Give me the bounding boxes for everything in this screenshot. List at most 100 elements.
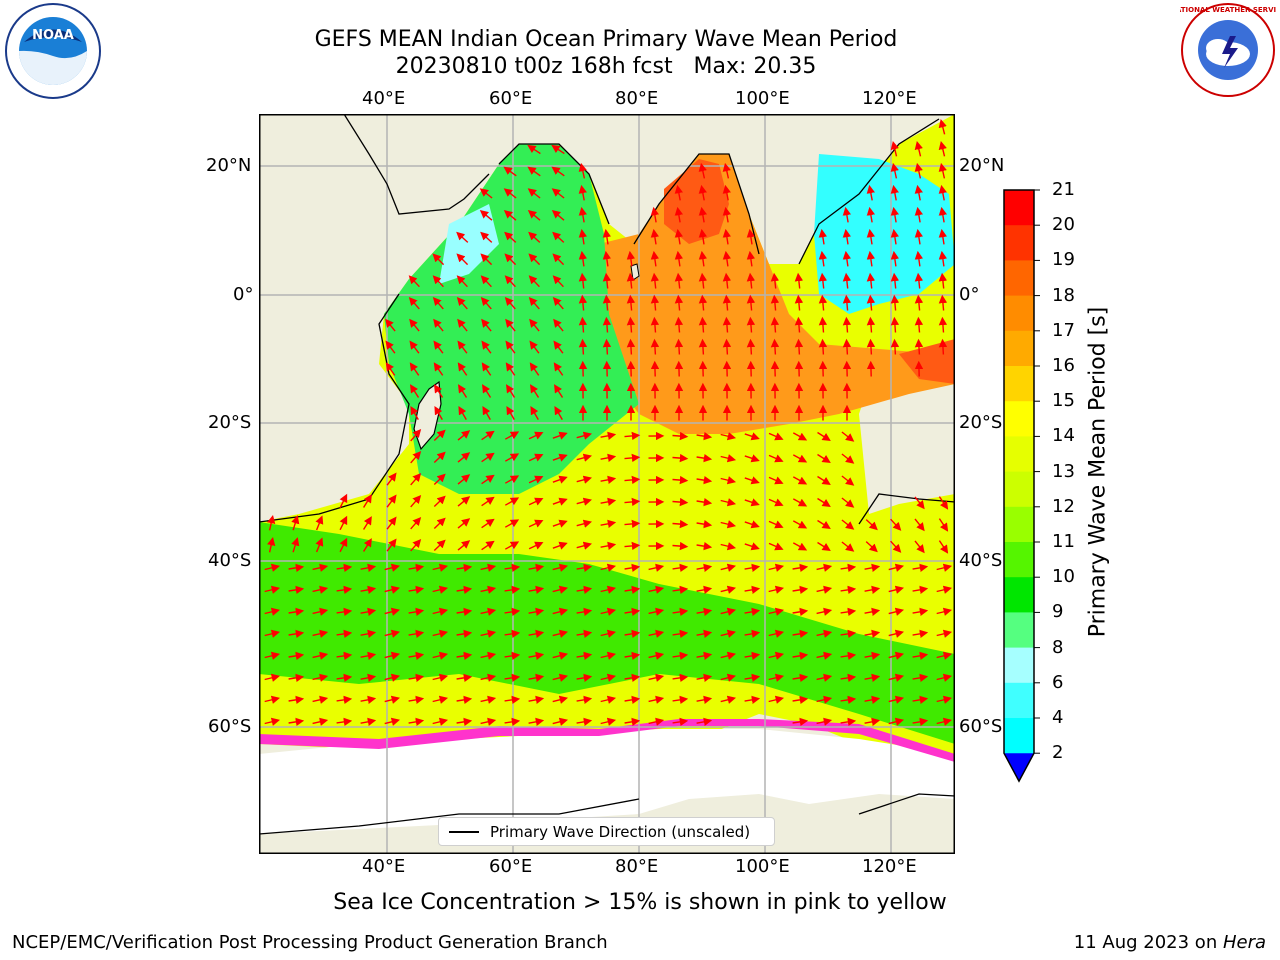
wave-arrow (504, 695, 521, 705)
wave-arrow (505, 384, 516, 398)
wave-arrow (551, 188, 565, 199)
wave-arrow (722, 294, 732, 311)
wave-arrow (696, 607, 713, 616)
colorbar-tick-label: 6 (1052, 671, 1064, 693)
wave-arrow (432, 651, 449, 660)
wave-arrow (816, 717, 833, 726)
wave-arrow (457, 340, 468, 354)
wave-arrow (552, 497, 568, 506)
wave-arrow (936, 629, 953, 638)
wave-arrow (624, 717, 641, 727)
colorbar-segment (1004, 366, 1034, 402)
wave-arrow (744, 432, 760, 441)
nws-logo-text: NATIONAL WEATHER SERVICE (1180, 6, 1276, 14)
wave-arrow (890, 272, 900, 289)
wave-arrow (696, 585, 713, 594)
colorbar-segment (1004, 506, 1034, 543)
wave-arrow (626, 294, 636, 311)
wave-arrow (674, 228, 684, 245)
wave-arrow (552, 673, 569, 682)
wave-arrow (817, 475, 831, 486)
wave-arrow (360, 563, 377, 572)
wave-arrow (672, 475, 689, 485)
wave-arrow (672, 453, 689, 463)
wave-arrow (720, 563, 737, 572)
wave-arrow (624, 629, 641, 639)
wave-map (259, 114, 955, 854)
wave-arrow (386, 538, 397, 552)
wave-arrow (456, 651, 473, 661)
wave-arrow (792, 585, 809, 595)
colorbar-tick-label: 14 (1052, 425, 1075, 447)
wave-arrow (528, 585, 545, 594)
wave-arrow (312, 651, 329, 660)
wave-arrow (504, 541, 520, 550)
wave-arrow (600, 673, 617, 682)
wave-arrow (315, 537, 324, 553)
colorbar-under-arrow (1004, 753, 1034, 782)
wave-arrow (528, 541, 544, 550)
map-legend: Primary Wave Direction (unscaled) (438, 817, 775, 846)
wave-arrow (648, 607, 665, 616)
wave-arrow (576, 497, 593, 506)
wave-arrow (914, 294, 924, 311)
wave-arrow (624, 651, 641, 661)
wave-arrow (938, 118, 947, 135)
wave-arrow (409, 318, 420, 332)
wave-arrow (840, 585, 857, 595)
wave-arrow (576, 453, 593, 462)
wave-arrow (864, 607, 881, 616)
wave-arrow (696, 651, 713, 660)
wave-arrow (746, 272, 756, 289)
wave-arrow (504, 651, 521, 661)
lon-tick-top-60e: 60°E (489, 88, 533, 109)
colorbar-tick-label: 17 (1052, 319, 1075, 341)
wave-arrow (890, 206, 899, 223)
wave-arrow (938, 518, 949, 532)
map-title: GEFS MEAN Indian Ocean Primary Wave Mean… (314, 27, 898, 52)
wave-arrow (938, 496, 949, 510)
colorbar-tick-label: 21 (1052, 179, 1075, 200)
wave-arrow (504, 519, 520, 528)
wave-arrow (457, 430, 471, 441)
wave-arrow (792, 673, 809, 683)
wave-arrow (552, 431, 568, 440)
wave-arrow (432, 629, 449, 638)
wave-arrow (291, 515, 300, 531)
wave-arrow (792, 629, 809, 639)
wave-arrow (528, 519, 544, 528)
wave-arrow (480, 607, 497, 616)
wave-arrow (336, 673, 353, 683)
wave-arrow (576, 629, 593, 638)
wave-arrow (264, 607, 281, 616)
wave-arrow (288, 717, 305, 727)
wave-arrow (552, 475, 568, 484)
wave-arrow (624, 497, 641, 507)
wave-arrow (818, 294, 828, 311)
legend-line-swatch (449, 831, 479, 833)
wave-arrow (578, 206, 587, 223)
wave-arrow (503, 166, 517, 177)
wave-arrow (410, 450, 422, 464)
wave-arrow (457, 474, 471, 485)
wave-arrow (529, 340, 540, 354)
wave-arrow (576, 673, 593, 682)
wave-arrow (552, 253, 565, 266)
wave-arrow (914, 338, 924, 355)
wave-arrow (264, 563, 281, 572)
wave-arrow (674, 272, 684, 289)
wave-arrow (527, 166, 541, 177)
wave-arrow (552, 629, 569, 638)
wave-arrow (890, 338, 900, 355)
wave-arrow (432, 695, 449, 704)
wave-arrow (456, 563, 473, 573)
wave-arrow (818, 250, 828, 267)
wave-arrow (408, 629, 425, 638)
wave-arrow (816, 607, 833, 616)
sea-ice-note: Sea Ice Concentration > 15% is shown in … (333, 890, 947, 915)
wave-arrow (768, 520, 784, 529)
wave-arrow (744, 607, 761, 616)
wave-arrow (696, 695, 713, 704)
wave-arrow (914, 518, 925, 532)
wave-arrow (481, 384, 492, 398)
